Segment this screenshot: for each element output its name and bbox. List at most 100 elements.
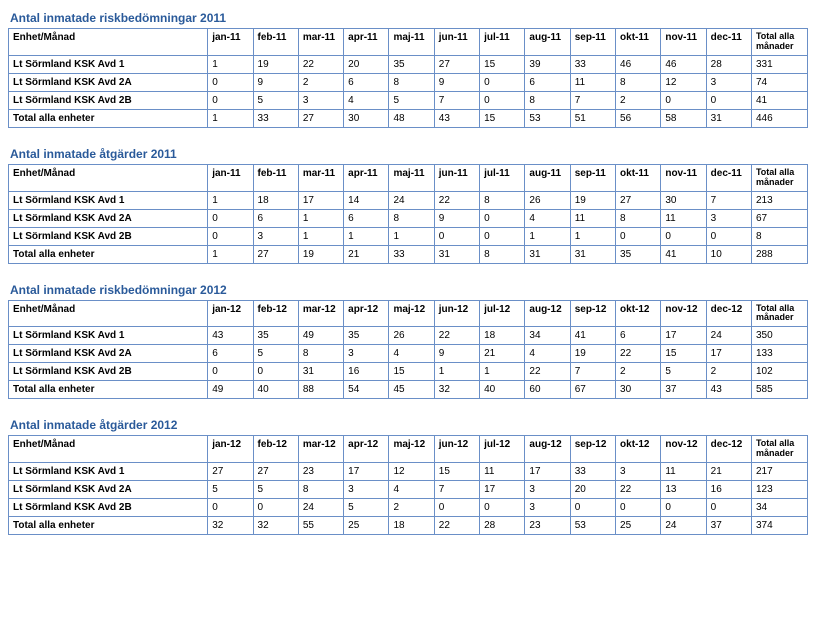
unit-cell: Lt Sörmland KSK Avd 1 xyxy=(9,55,208,73)
month-header: jan-12 xyxy=(208,436,253,463)
month-header: okt-11 xyxy=(616,164,661,191)
value-cell: 0 xyxy=(661,91,706,109)
value-cell: 58 xyxy=(661,109,706,127)
value-cell: 0 xyxy=(208,499,253,517)
value-cell: 10 xyxy=(706,245,751,263)
value-cell: 8 xyxy=(389,73,434,91)
value-cell: 20 xyxy=(344,55,389,73)
value-cell: 32 xyxy=(253,517,298,535)
month-header: maj-12 xyxy=(389,436,434,463)
month-header: jul-12 xyxy=(480,300,525,327)
value-cell: 7 xyxy=(570,91,615,109)
value-cell: 4 xyxy=(389,481,434,499)
value-cell: 5 xyxy=(661,363,706,381)
month-header: jul-11 xyxy=(480,164,525,191)
value-cell: 0 xyxy=(480,73,525,91)
month-header: sep-12 xyxy=(570,436,615,463)
value-cell: 27 xyxy=(253,463,298,481)
value-cell: 25 xyxy=(616,517,661,535)
month-header: aug-12 xyxy=(525,436,570,463)
value-cell: 7 xyxy=(570,363,615,381)
month-header: jul-12 xyxy=(480,436,525,463)
data-table: Enhet/Månad jan-12feb-12mar-12apr-12maj-… xyxy=(8,435,808,535)
unit-cell: Total alla enheter xyxy=(9,381,208,399)
value-cell: 0 xyxy=(253,499,298,517)
value-cell: 17 xyxy=(706,345,751,363)
total-header: Total alla månader xyxy=(751,164,807,191)
value-cell: 11 xyxy=(570,209,615,227)
total-cell: 8 xyxy=(751,227,807,245)
month-header: nov-11 xyxy=(661,164,706,191)
value-cell: 31 xyxy=(525,245,570,263)
value-cell: 7 xyxy=(706,191,751,209)
month-header: aug-12 xyxy=(525,300,570,327)
month-header: feb-12 xyxy=(253,300,298,327)
total-cell: 217 xyxy=(751,463,807,481)
data-table: Enhet/Månad jan-11 feb-11 mar-11 apr-11 … xyxy=(8,28,808,128)
value-cell: 51 xyxy=(570,109,615,127)
value-cell: 35 xyxy=(344,327,389,345)
value-cell: 1 xyxy=(434,363,479,381)
table-row: Lt Sörmland KSK Avd 2A658349214192215171… xyxy=(9,345,808,363)
value-cell: 16 xyxy=(706,481,751,499)
month-header: feb-12 xyxy=(253,436,298,463)
value-cell: 48 xyxy=(389,109,434,127)
value-cell: 0 xyxy=(616,499,661,517)
total-cell: 446 xyxy=(751,109,807,127)
section-title: Antal inmatade åtgärder 2011 xyxy=(8,144,805,164)
month-header: jun-11 xyxy=(434,29,479,56)
value-cell: 49 xyxy=(208,381,253,399)
value-cell: 35 xyxy=(389,55,434,73)
value-cell: 1 xyxy=(298,209,343,227)
value-cell: 1 xyxy=(389,227,434,245)
month-header: jan-12 xyxy=(208,300,253,327)
value-cell: 3 xyxy=(706,73,751,91)
value-cell: 9 xyxy=(434,73,479,91)
value-cell: 0 xyxy=(208,227,253,245)
value-cell: 8 xyxy=(480,191,525,209)
month-header: sep-12 xyxy=(570,300,615,327)
unit-header: Enhet/Månad xyxy=(9,29,208,56)
value-cell: 0 xyxy=(480,499,525,517)
value-cell: 19 xyxy=(570,191,615,209)
value-cell: 19 xyxy=(253,55,298,73)
value-cell: 1 xyxy=(298,227,343,245)
value-cell: 3 xyxy=(706,209,751,227)
value-cell: 1 xyxy=(525,227,570,245)
month-header: apr-11 xyxy=(344,29,389,56)
value-cell: 21 xyxy=(706,463,751,481)
value-cell: 9 xyxy=(253,73,298,91)
month-header: nov-12 xyxy=(661,436,706,463)
value-cell: 27 xyxy=(616,191,661,209)
unit-cell: Lt Sörmland KSK Avd 2A xyxy=(9,345,208,363)
value-cell: 8 xyxy=(298,481,343,499)
value-cell: 5 xyxy=(253,91,298,109)
month-header: mar-11 xyxy=(298,164,343,191)
unit-cell: Lt Sörmland KSK Avd 1 xyxy=(9,463,208,481)
value-cell: 8 xyxy=(298,345,343,363)
value-cell: 1 xyxy=(344,227,389,245)
value-cell: 22 xyxy=(616,481,661,499)
value-cell: 24 xyxy=(706,327,751,345)
value-cell: 11 xyxy=(661,463,706,481)
table-row: Lt Sörmland KSK Avd 11192220352715393346… xyxy=(9,55,808,73)
value-cell: 18 xyxy=(253,191,298,209)
value-cell: 31 xyxy=(434,245,479,263)
value-cell: 0 xyxy=(706,227,751,245)
value-cell: 32 xyxy=(434,381,479,399)
value-cell: 56 xyxy=(616,109,661,127)
month-header: apr-12 xyxy=(344,300,389,327)
value-cell: 7 xyxy=(434,91,479,109)
value-cell: 8 xyxy=(525,91,570,109)
value-cell: 24 xyxy=(298,499,343,517)
value-cell: 4 xyxy=(389,345,434,363)
unit-header: Enhet/Månad xyxy=(9,164,208,191)
month-header: maj-11 xyxy=(389,164,434,191)
data-table: Enhet/Månad jan-12feb-12mar-12apr-12maj-… xyxy=(8,300,808,400)
value-cell: 3 xyxy=(616,463,661,481)
value-cell: 60 xyxy=(525,381,570,399)
value-cell: 22 xyxy=(616,345,661,363)
value-cell: 9 xyxy=(434,209,479,227)
value-cell: 21 xyxy=(344,245,389,263)
value-cell: 40 xyxy=(480,381,525,399)
